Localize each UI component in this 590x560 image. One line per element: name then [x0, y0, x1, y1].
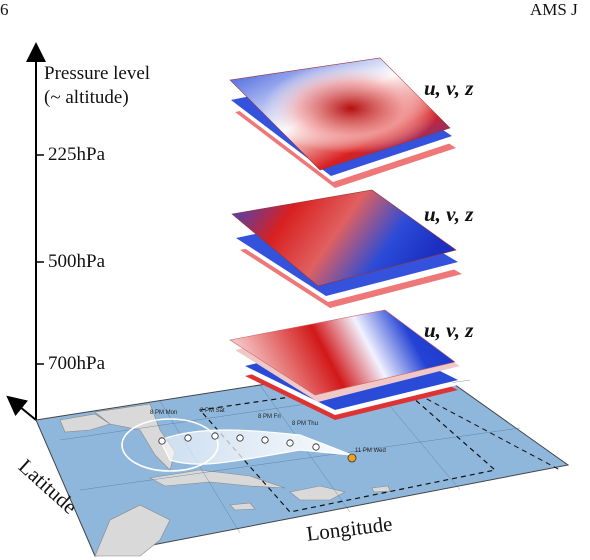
svg-text:8 PM Thu: 8 PM Thu — [292, 421, 318, 427]
svg-text:11 PM Wed: 11 PM Wed — [355, 448, 386, 454]
hurricane-map: 8 PM Mon 2 PM Sat 8 PM Fri 8 PM Thu 11 P… — [35, 359, 570, 557]
pressure-axis-title: Pressure level (~ altitude) — [44, 62, 150, 110]
svg-text:8 PM Mon: 8 PM Mon — [150, 410, 177, 416]
page-number: 6 — [0, 0, 9, 19]
latitude-axis-arrow — [6, 395, 37, 421]
svg-text:8 PM Fri: 8 PM Fri — [258, 414, 281, 420]
level-label-500hpa: 500hPa — [48, 251, 105, 272]
journal-name: AMS J — [530, 0, 578, 19]
svg-text:2 PM Sat: 2 PM Sat — [200, 408, 225, 414]
level-label-700hpa: 700hPa — [48, 353, 105, 374]
layer-stack-225hpa — [229, 57, 456, 188]
pressure-axis-title-line2: (~ altitude) — [44, 87, 129, 108]
layer-stack-700hpa — [229, 309, 460, 420]
level-label-225hpa: 225hPa — [48, 144, 105, 165]
variables-label-700hpa: u, v, z — [424, 318, 474, 342]
variables-label-225hpa: u, v, z — [424, 76, 474, 100]
variables-label-500hpa: u, v, z — [424, 202, 474, 226]
pressure-axis-title-line1: Pressure level — [44, 63, 151, 84]
layer-stack-500hpa — [231, 189, 462, 308]
